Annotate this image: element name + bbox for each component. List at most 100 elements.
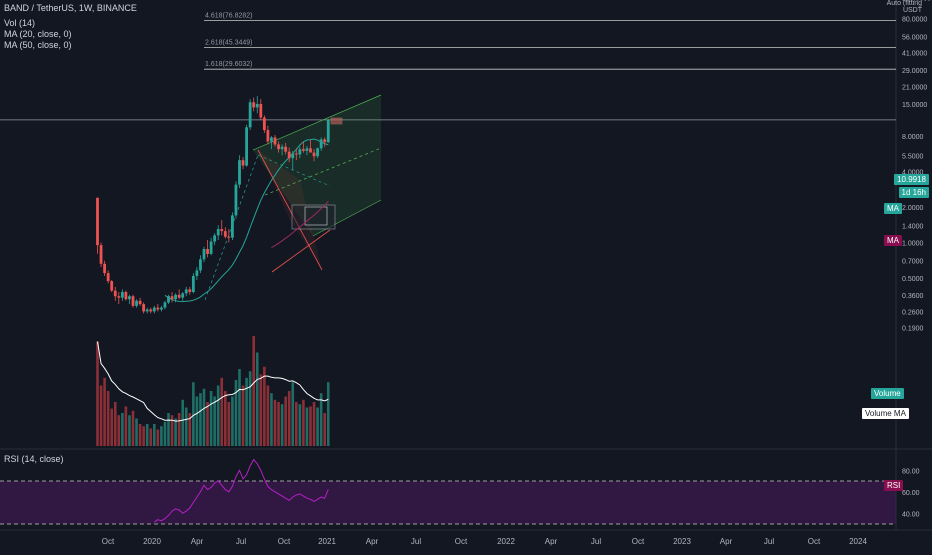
ma50-line xyxy=(271,201,329,249)
volume-bar xyxy=(149,428,153,446)
volume-bar xyxy=(209,391,213,446)
volume-bar xyxy=(135,418,138,446)
candle-body xyxy=(128,296,131,300)
ma20-tag: MA xyxy=(884,203,902,214)
volume-ma-line xyxy=(97,341,329,422)
vol-legend[interactable]: Vol (14) xyxy=(4,18,36,28)
volume-bar xyxy=(181,399,184,446)
candle-body xyxy=(291,153,295,159)
candle-body xyxy=(120,292,124,298)
candle-body xyxy=(223,231,227,237)
candle-body xyxy=(294,153,298,155)
candle-body xyxy=(287,151,291,159)
candle-body xyxy=(160,307,163,310)
volume-bar xyxy=(192,382,195,446)
volume-bar xyxy=(163,421,167,446)
ma50-legend[interactable]: MA (50, close, 0) xyxy=(4,40,72,50)
volume-bar xyxy=(238,369,241,446)
candle-body xyxy=(248,102,252,128)
candle-body xyxy=(106,273,110,282)
volume-bar xyxy=(202,388,206,446)
ma20-legend[interactable]: MA (20, close, 0) xyxy=(4,29,72,39)
volume-bar xyxy=(128,415,131,446)
volume-bar xyxy=(184,407,188,446)
consolidation-inner-box xyxy=(304,206,328,226)
volume-bar xyxy=(280,404,284,446)
candle-body xyxy=(103,263,106,274)
volume-bar xyxy=(156,429,160,446)
wedge-fill xyxy=(258,150,322,270)
volume-bar xyxy=(241,385,245,446)
candle-body xyxy=(131,296,135,306)
price-scale-mode[interactable]: Auto (fitting xyxy=(886,0,922,7)
candle-body xyxy=(270,137,273,142)
time-tick: 2022 xyxy=(497,537,515,546)
candle-body xyxy=(149,309,153,312)
rsi-tick: 60.00 xyxy=(902,490,920,497)
volume-bar xyxy=(270,393,273,446)
candle-body xyxy=(113,290,117,297)
candle-body xyxy=(216,229,220,236)
symbol-legend[interactable]: BAND / TetherUS, 1W, BINANCE xyxy=(4,3,137,13)
price-tick: 8.0000 xyxy=(902,134,924,141)
rsi-tick: 40.00 xyxy=(902,511,920,518)
candle-body xyxy=(220,229,224,232)
volume-bar xyxy=(255,352,259,446)
candle-body xyxy=(234,184,238,216)
price-tick: 21.0000 xyxy=(902,85,927,92)
price-tick: 2.0000 xyxy=(902,205,924,212)
channel-fill xyxy=(253,95,381,236)
candle-body xyxy=(174,294,177,300)
volume-bar xyxy=(195,396,199,446)
price-tick: 80.0000 xyxy=(902,16,927,23)
candle-body xyxy=(209,241,213,254)
candle-body xyxy=(124,292,128,300)
volume-bar xyxy=(302,399,305,446)
time-tick: Apr xyxy=(545,537,558,546)
volume-bar xyxy=(124,406,128,446)
time-tick: 2021 xyxy=(318,537,336,546)
time-tick: Jul xyxy=(591,537,601,546)
candle-body xyxy=(280,146,284,150)
price-scale-currency: USDT xyxy=(902,7,922,14)
candle-body xyxy=(255,103,259,108)
rsi-legend[interactable]: RSI (14, close) xyxy=(4,454,64,464)
candle-body xyxy=(145,309,149,312)
fib-target-box xyxy=(330,117,343,125)
volume-bar xyxy=(312,402,316,446)
candle-body xyxy=(323,139,327,143)
volume-bar xyxy=(113,402,117,446)
time-tick: Oct xyxy=(455,537,468,546)
countdown-tag: 1d 16h xyxy=(898,187,929,198)
price-tick: 29.0000 xyxy=(902,68,927,75)
candle-body xyxy=(213,235,217,242)
volume-bar xyxy=(220,377,224,446)
candle-body xyxy=(245,127,248,166)
channel-median xyxy=(264,147,382,196)
volume-bar xyxy=(170,415,174,446)
wedge-lower xyxy=(271,229,331,273)
volume-bar xyxy=(206,402,209,446)
volume-bar xyxy=(138,424,142,446)
candle-body xyxy=(305,148,309,151)
time-tick: Jul xyxy=(236,537,246,546)
candle-body xyxy=(138,300,142,305)
rsi-tag: RSI xyxy=(884,480,904,491)
candle-body xyxy=(99,245,103,264)
candle-body xyxy=(96,197,99,246)
volume-bar xyxy=(248,371,252,446)
volume-bar xyxy=(96,341,99,446)
volume-bar xyxy=(167,413,170,446)
candle-body xyxy=(273,137,277,145)
candle-body xyxy=(326,119,330,143)
time-tick: Jul xyxy=(411,537,421,546)
candle-body xyxy=(277,144,280,150)
volume-bar xyxy=(213,396,216,446)
candle-body xyxy=(167,296,170,303)
candle-body xyxy=(284,146,288,152)
candle-body xyxy=(110,281,114,291)
volume-bar xyxy=(316,407,319,446)
trend-dotted-1 xyxy=(204,154,259,301)
